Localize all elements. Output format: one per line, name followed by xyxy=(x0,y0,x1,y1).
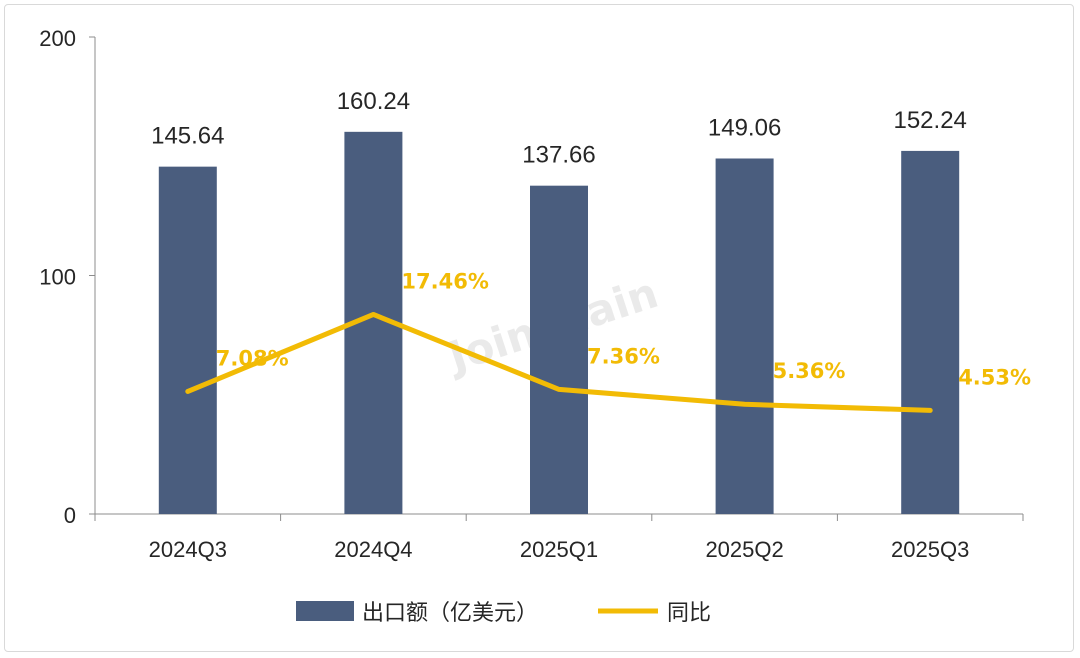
bar-value-label: 137.66 xyxy=(522,142,595,169)
legend-bar-swatch xyxy=(296,601,354,621)
x-tick-label: 2025Q3 xyxy=(891,537,969,562)
bar-value-label: 160.24 xyxy=(337,88,410,115)
yoy-value-label: 7.08% xyxy=(216,346,289,370)
yoy-value-label: 17.46% xyxy=(401,269,488,293)
bar xyxy=(901,150,960,514)
x-tick-label: 2024Q3 xyxy=(149,537,227,562)
data-labels: 145.64 160.24 137.66 149.06 152.24 7.08% 17.46… xyxy=(151,88,1031,390)
bar-value-label: 152.24 xyxy=(893,107,966,134)
yoy-value-label: 7.36% xyxy=(587,344,660,368)
bar-value-label: 149.06 xyxy=(708,114,781,141)
x-tick-label: 2024Q4 xyxy=(334,537,412,562)
legend-bar-label: 出口额（亿美元） xyxy=(362,601,538,626)
bar xyxy=(158,166,217,514)
bar-value-label: 145.64 xyxy=(151,123,224,150)
y-tick-label: 200 xyxy=(39,26,76,51)
y-tick-label: 100 xyxy=(39,265,76,290)
bar xyxy=(715,158,774,515)
axes: 0 100 200 2024Q3 2024Q4 2025Q1 2025Q2 2025Q3 xyxy=(39,26,1024,562)
x-tick-label: 2025Q2 xyxy=(705,537,783,562)
bar-series xyxy=(158,131,960,515)
legend: 出口额（亿美元） 同比 xyxy=(296,601,711,626)
yoy-value-label: 5.36% xyxy=(773,359,846,383)
bar xyxy=(530,185,588,514)
y-tick-label: 0 xyxy=(64,503,76,528)
yoy-value-label: 4.53% xyxy=(958,365,1031,389)
x-tick-label: 2025Q1 xyxy=(520,537,598,562)
line-series xyxy=(185,311,933,413)
legend-line-label: 同比 xyxy=(667,601,711,626)
